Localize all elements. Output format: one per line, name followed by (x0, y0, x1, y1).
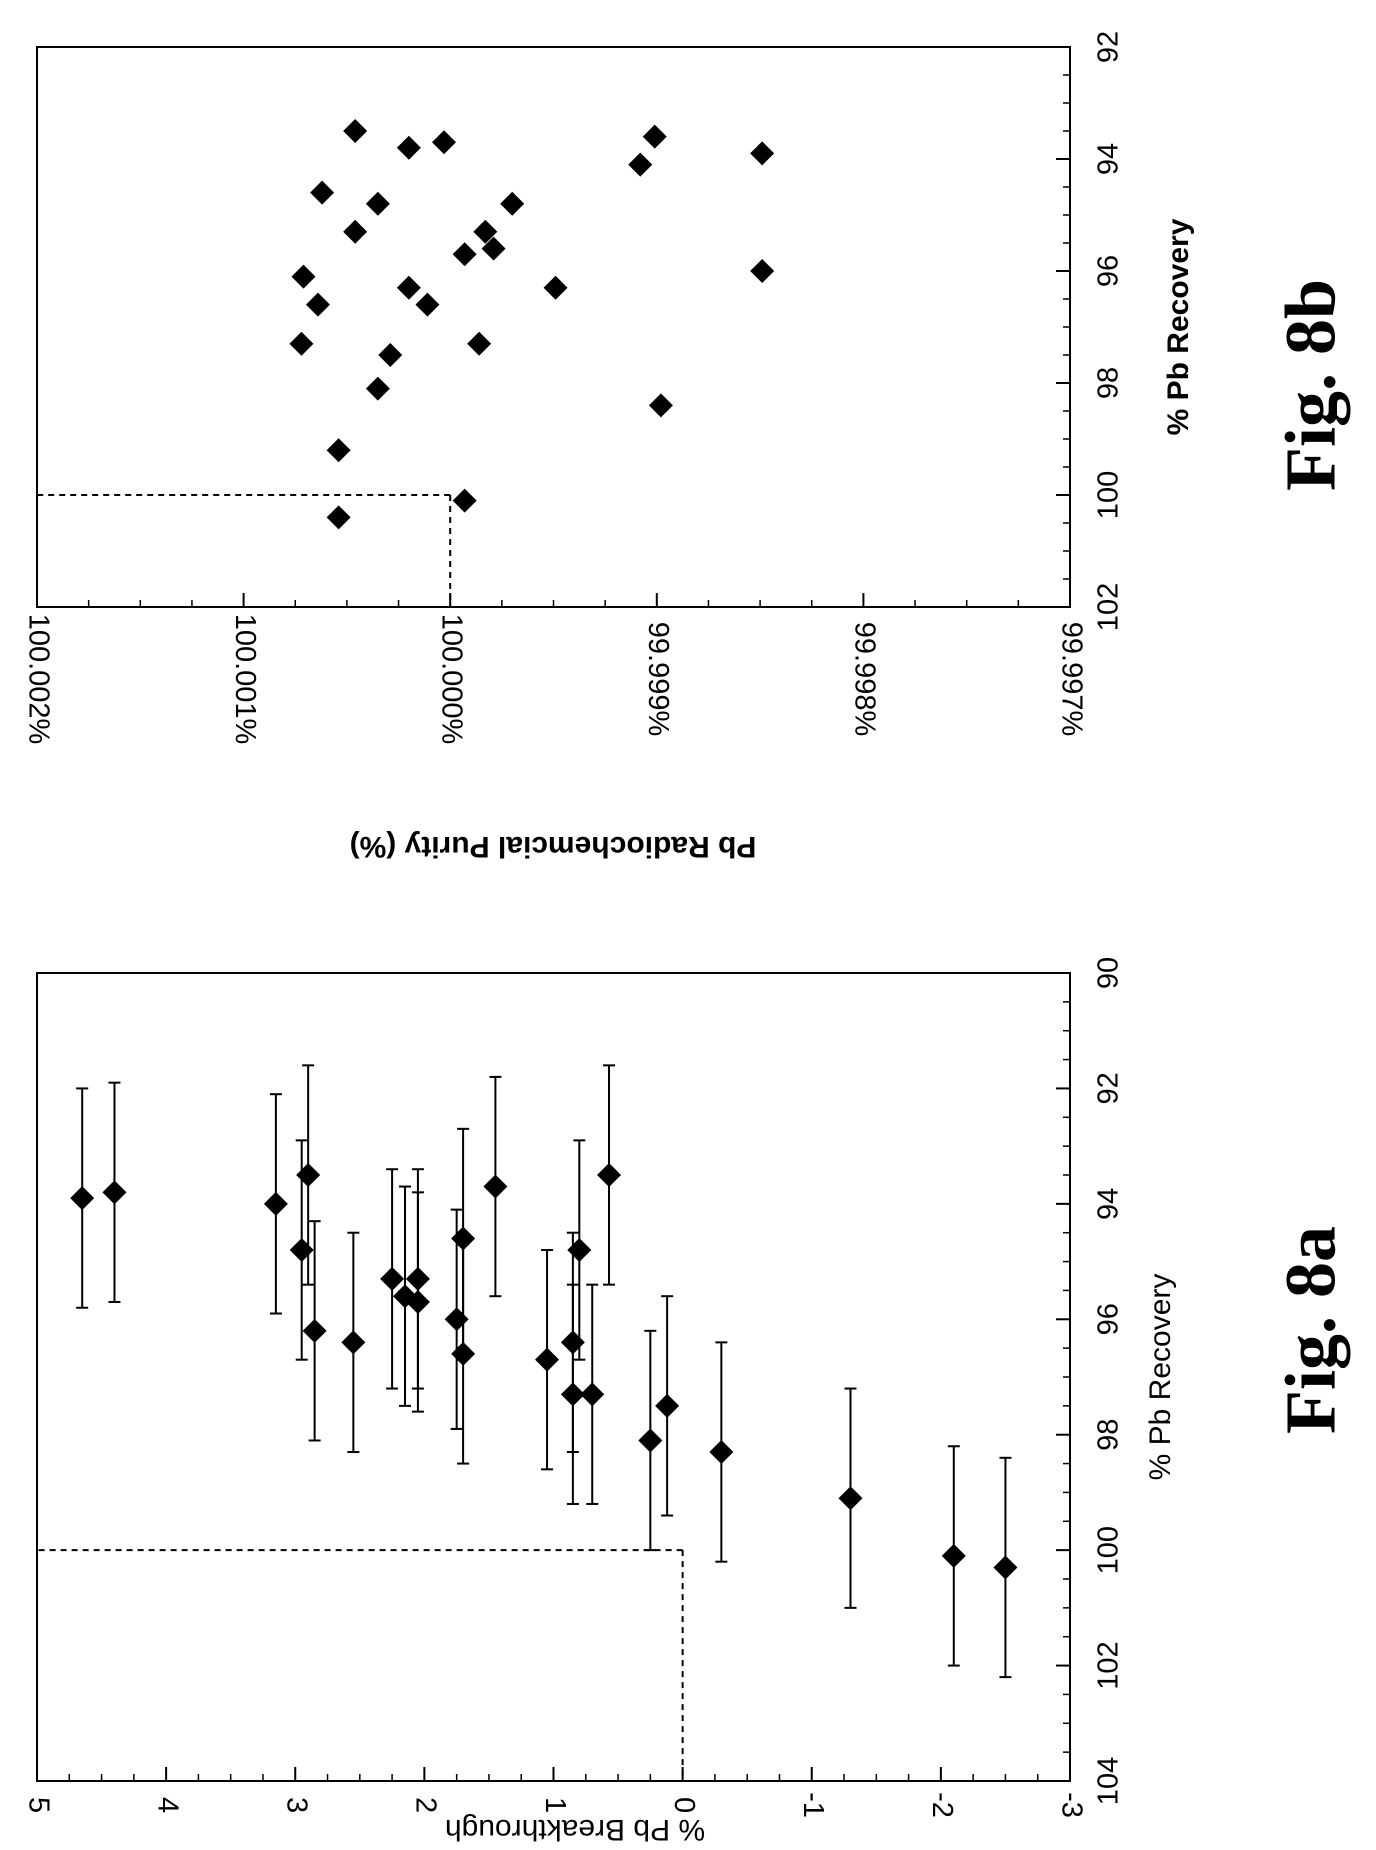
chart-8a-ticks (36, 972, 1071, 1782)
x-tick-label: 102 (1093, 1641, 1125, 1689)
y-tick-label: 1 (539, 1797, 571, 1813)
data-point-marker (405, 1266, 430, 1291)
data-point-marker (289, 1238, 314, 1263)
data-point-marker (451, 1226, 476, 1251)
data-point-marker (444, 1307, 469, 1332)
y-tick-label: 5 (22, 1797, 54, 1813)
data-point-marker (343, 119, 368, 143)
x-tick-label: 96 (1093, 1303, 1125, 1335)
data-point-marker (941, 1543, 966, 1568)
data-point-marker (483, 1174, 508, 1199)
fig-8a-label: Fig. 8a (1271, 1226, 1351, 1434)
chart-8a-points (70, 1064, 1018, 1679)
chart-8b-ticks (36, 46, 1071, 608)
data-point-marker (326, 505, 351, 530)
data-point-marker (305, 292, 330, 317)
data-point-marker (467, 331, 492, 356)
y-tick-label: 4 (151, 1797, 183, 1813)
data-point-marker (655, 1393, 680, 1418)
data-point-marker (310, 180, 335, 205)
data-point-marker (380, 1266, 405, 1291)
data-point-marker (543, 275, 568, 300)
data-point-marker (452, 488, 477, 513)
chart-8a-reference-lines (37, 1549, 684, 1781)
y-tick-label: 2 (410, 1797, 442, 1813)
x-tick-label: 92 (1093, 31, 1125, 63)
chart-8a-tick-labels: 90 92 94 96 98 100 102 104 5 4 3 2 1 0 -1 -2 -3 (22, 957, 1124, 1818)
y-tick-label: 0 (668, 1797, 700, 1813)
x-tick-label: 94 (1093, 1188, 1125, 1220)
y-tick-label: 100.002% (22, 614, 54, 745)
data-point-marker (326, 438, 351, 463)
chart-8a: 90 92 94 96 98 100 102 104 5 4 3 2 1 0 -1 -2 -3 % Pb Rec… (22, 957, 1177, 1846)
data-point-marker (341, 1330, 366, 1355)
y-tick-label: 3 (281, 1797, 313, 1813)
chart-8b-tick-labels: 92 94 96 98 100 102 100.002% 100.001% 100.000% 99… (22, 31, 1124, 744)
chart-8b-y-axis-title: Pb Radiochemcial Purity (%) (350, 830, 757, 863)
data-point-marker (432, 130, 457, 155)
chart-8b-x-axis-title: % Pb Recovery (1162, 218, 1195, 435)
chart-8a-x-axis-title: % Pb Recovery (1144, 1274, 1177, 1481)
x-tick-label: 100 (1093, 1526, 1125, 1574)
x-tick-label: 102 (1093, 583, 1125, 631)
data-point-marker (289, 331, 314, 356)
data-point-marker (263, 1191, 288, 1216)
chart-8a-plot-frame (36, 972, 1071, 1782)
y-tick-label: 99.999% (642, 622, 674, 737)
data-point-marker (365, 376, 390, 401)
chart-8a-y-axis-title: % Pb Breakthrough (445, 1813, 705, 1845)
data-point-marker (343, 219, 368, 244)
data-point-marker (838, 1486, 863, 1511)
y-tick-label: -2 (926, 1792, 958, 1818)
y-tick-label: 99.998% (849, 622, 881, 737)
data-point-marker (993, 1555, 1018, 1580)
data-point-marker (291, 264, 316, 289)
x-tick-label: 96 (1093, 255, 1125, 287)
data-point-marker (452, 242, 477, 267)
data-point-marker (102, 1180, 127, 1205)
data-point-marker (750, 141, 775, 166)
chart-8b-plot-frame (36, 46, 1071, 608)
data-point-marker (642, 124, 667, 149)
data-point-marker (567, 1238, 592, 1263)
x-tick-label: 100 (1093, 471, 1125, 519)
data-point-marker (560, 1330, 585, 1355)
data-point-marker (638, 1428, 663, 1453)
data-point-marker (473, 219, 498, 244)
y-tick-label: 100.000% (436, 614, 468, 745)
x-tick-label: 94 (1093, 143, 1125, 175)
x-tick-label: 92 (1093, 1072, 1125, 1104)
data-point-marker (628, 152, 653, 177)
x-tick-label: 98 (1093, 367, 1125, 399)
x-tick-label: 104 (1093, 1757, 1125, 1805)
data-point-marker (500, 191, 525, 216)
fig-8b-label: Fig. 8b (1271, 279, 1351, 491)
data-point-marker (396, 135, 421, 160)
x-tick-label: 98 (1093, 1419, 1125, 1451)
data-point-marker (481, 236, 506, 261)
data-point-marker (296, 1163, 321, 1187)
data-point-marker (70, 1186, 95, 1211)
data-point-marker (750, 259, 775, 283)
y-tick-label: 99.997% (1055, 622, 1087, 737)
data-point-marker (365, 191, 390, 216)
data-point-marker (415, 292, 440, 317)
data-point-marker (648, 393, 673, 418)
y-tick-label: -3 (1055, 1792, 1087, 1818)
data-point-marker (709, 1440, 734, 1465)
data-point-marker (580, 1382, 605, 1407)
y-tick-label: 100.001% (229, 614, 261, 745)
data-point-marker (378, 343, 403, 367)
chart-8b-reference-lines (37, 494, 452, 607)
data-point-marker (302, 1318, 327, 1343)
data-point-marker (535, 1347, 560, 1372)
chart-8b-points (289, 119, 775, 530)
chart-8b: 92 94 96 98 100 102 100.002% 100.001% 100.000% 99… (22, 31, 1195, 863)
x-tick-label: 90 (1093, 957, 1125, 989)
data-point-marker (396, 275, 421, 300)
data-point-marker (597, 1163, 622, 1187)
y-tick-label: -1 (797, 1792, 829, 1818)
